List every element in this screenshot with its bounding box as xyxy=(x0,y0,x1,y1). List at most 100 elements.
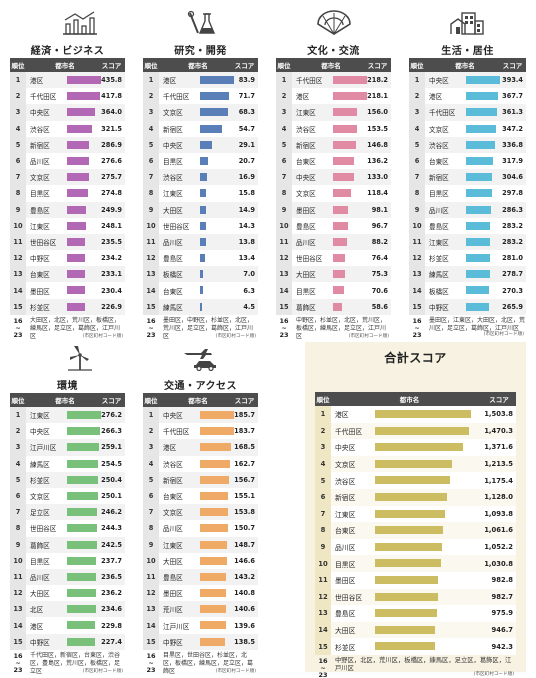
city-name: 世田谷区 xyxy=(335,593,363,602)
score-bar xyxy=(67,237,86,246)
bar-track xyxy=(65,250,98,266)
score-bar xyxy=(67,124,93,133)
bar-track xyxy=(198,617,231,633)
bar-track xyxy=(464,104,499,120)
city-name: 江東区 xyxy=(30,222,50,231)
rank-number: 14 xyxy=(315,621,331,639)
city-name: 台東区 xyxy=(163,287,183,296)
rank-number: 11 xyxy=(143,568,159,586)
bar-track xyxy=(331,121,364,137)
city-name: 目黒区 xyxy=(163,158,183,167)
rank-number: 2 xyxy=(276,88,292,105)
table-row: 9 葛飾区 242.5 xyxy=(10,536,125,553)
footer-rank-part: ~ xyxy=(148,658,154,667)
rank-number: 1 xyxy=(143,72,159,89)
table-row: 9 豊島区 249.9 xyxy=(10,201,125,218)
city-name: 渋谷区 xyxy=(163,174,183,183)
table-row: 13 台東区 233.1 xyxy=(10,266,125,283)
rank-number: 4 xyxy=(276,120,292,137)
score-value: 1,470.3 xyxy=(484,426,513,435)
rank-number: 11 xyxy=(315,571,331,589)
score-value: 58.6 xyxy=(371,302,388,311)
score-value: 347.2 xyxy=(502,124,523,133)
table-row: 11 品川区 88.2 xyxy=(276,233,391,251)
score-bar xyxy=(200,572,227,581)
score-header: スコア xyxy=(101,397,122,405)
score-value: 237.7 xyxy=(101,556,122,565)
table-row: 13 板橋区 7.0 xyxy=(143,266,258,283)
bar-track xyxy=(373,472,482,489)
score-bar xyxy=(375,642,436,651)
city-name: 目黒区 xyxy=(30,190,50,199)
score-value: 153.5 xyxy=(367,124,388,133)
bar-track xyxy=(198,185,231,201)
rank-number: 14 xyxy=(143,282,159,299)
bar-track xyxy=(198,169,231,185)
score-header: スコア xyxy=(502,62,523,70)
score-bar xyxy=(200,443,231,452)
bar-track xyxy=(65,137,98,153)
table-row: 15 中野区 138.5 xyxy=(143,633,258,650)
table-row: 6 台東区 136.2 xyxy=(276,152,391,170)
table-row: 3 中央区 364.0 xyxy=(10,104,125,121)
score-bar xyxy=(67,637,95,646)
table-row: 12 墨田区 140.8 xyxy=(143,585,258,602)
bar-track xyxy=(331,282,364,298)
bar-track xyxy=(65,121,98,137)
score-bar xyxy=(200,108,228,117)
rank-number: 11 xyxy=(10,568,26,586)
bar-track xyxy=(198,299,231,315)
table-row: 7 渋谷区 16.9 xyxy=(143,169,258,186)
score-value: 148.7 xyxy=(234,540,255,549)
footer-rank-part: ~ xyxy=(281,323,287,332)
score-bar xyxy=(466,302,489,311)
bar-track xyxy=(198,456,231,472)
score-bar xyxy=(333,156,355,165)
bar-track xyxy=(198,634,231,650)
panel-total-score: 合計スコア 順位 都市名 スコア 1 港区 1,503.8 2 千代田区 1,470.3 3 中央区 1… xyxy=(315,345,516,678)
score-bar xyxy=(67,443,99,452)
score-bar xyxy=(375,459,453,468)
city-name: 品川区 xyxy=(30,573,50,582)
city-header: 都市名 xyxy=(55,62,75,70)
score-value: 229.8 xyxy=(101,621,122,630)
bar-track xyxy=(65,299,98,315)
bar-track xyxy=(331,218,364,234)
panel-title: 文化・交流 xyxy=(307,46,360,57)
rank-number: 10 xyxy=(10,217,26,234)
score-bar xyxy=(466,173,493,182)
table-row: 2 千代田区 417.8 xyxy=(10,88,125,105)
table-row: 7 新宿区 304.6 xyxy=(409,169,526,186)
table-row: 3 港区 168.5 xyxy=(143,439,258,456)
city-name: 中央区 xyxy=(163,141,183,150)
table-row: 2 千代田区 1,470.3 xyxy=(315,422,516,440)
footer-note: (市区町村コード順) xyxy=(348,334,389,340)
city-name: 文京区 xyxy=(335,461,356,470)
table-row: 4 渋谷区 162.7 xyxy=(143,455,258,472)
rank-number: 9 xyxy=(10,201,26,218)
footer-rank-range: 16 ~23 xyxy=(276,317,292,342)
rank-number: 5 xyxy=(10,471,26,488)
rank-number: 13 xyxy=(143,266,159,283)
table-header: 順位 都市名 スコア xyxy=(10,393,125,407)
table-row: 14 江戸川区 139.6 xyxy=(143,617,258,634)
bar-track xyxy=(373,456,482,473)
panel-research-development: 研究・開発 順位 都市名 スコア 1 港区 83.9 2 千代田区 71.7 3 文京区 68.3 4 新宿… xyxy=(143,10,258,340)
table-row: 9 江東区 148.7 xyxy=(143,536,258,553)
footer-rank-range: 16 ~23 xyxy=(315,657,331,678)
score-bar xyxy=(333,92,367,101)
score-value: 138.5 xyxy=(234,637,255,646)
bar-track xyxy=(65,553,98,569)
score-value: 274.8 xyxy=(101,189,122,198)
bar-track xyxy=(65,569,98,585)
score-value: 13.4 xyxy=(238,254,255,263)
bar-track xyxy=(373,555,482,572)
table-row: 8 目黒区 297.8 xyxy=(409,185,526,202)
rank-number: 12 xyxy=(276,250,292,267)
rank-number: 10 xyxy=(143,217,159,234)
bar-track xyxy=(65,104,98,120)
table-footer: 16 ~23 大田区，北区，荒川区，板橋区，練馬区，足立区，葛飾区，江戸川区 (市区町… xyxy=(10,315,125,342)
bar-track xyxy=(198,488,231,504)
city-name: 墨田区 xyxy=(296,206,316,215)
city-name: 葛飾区 xyxy=(296,303,316,312)
